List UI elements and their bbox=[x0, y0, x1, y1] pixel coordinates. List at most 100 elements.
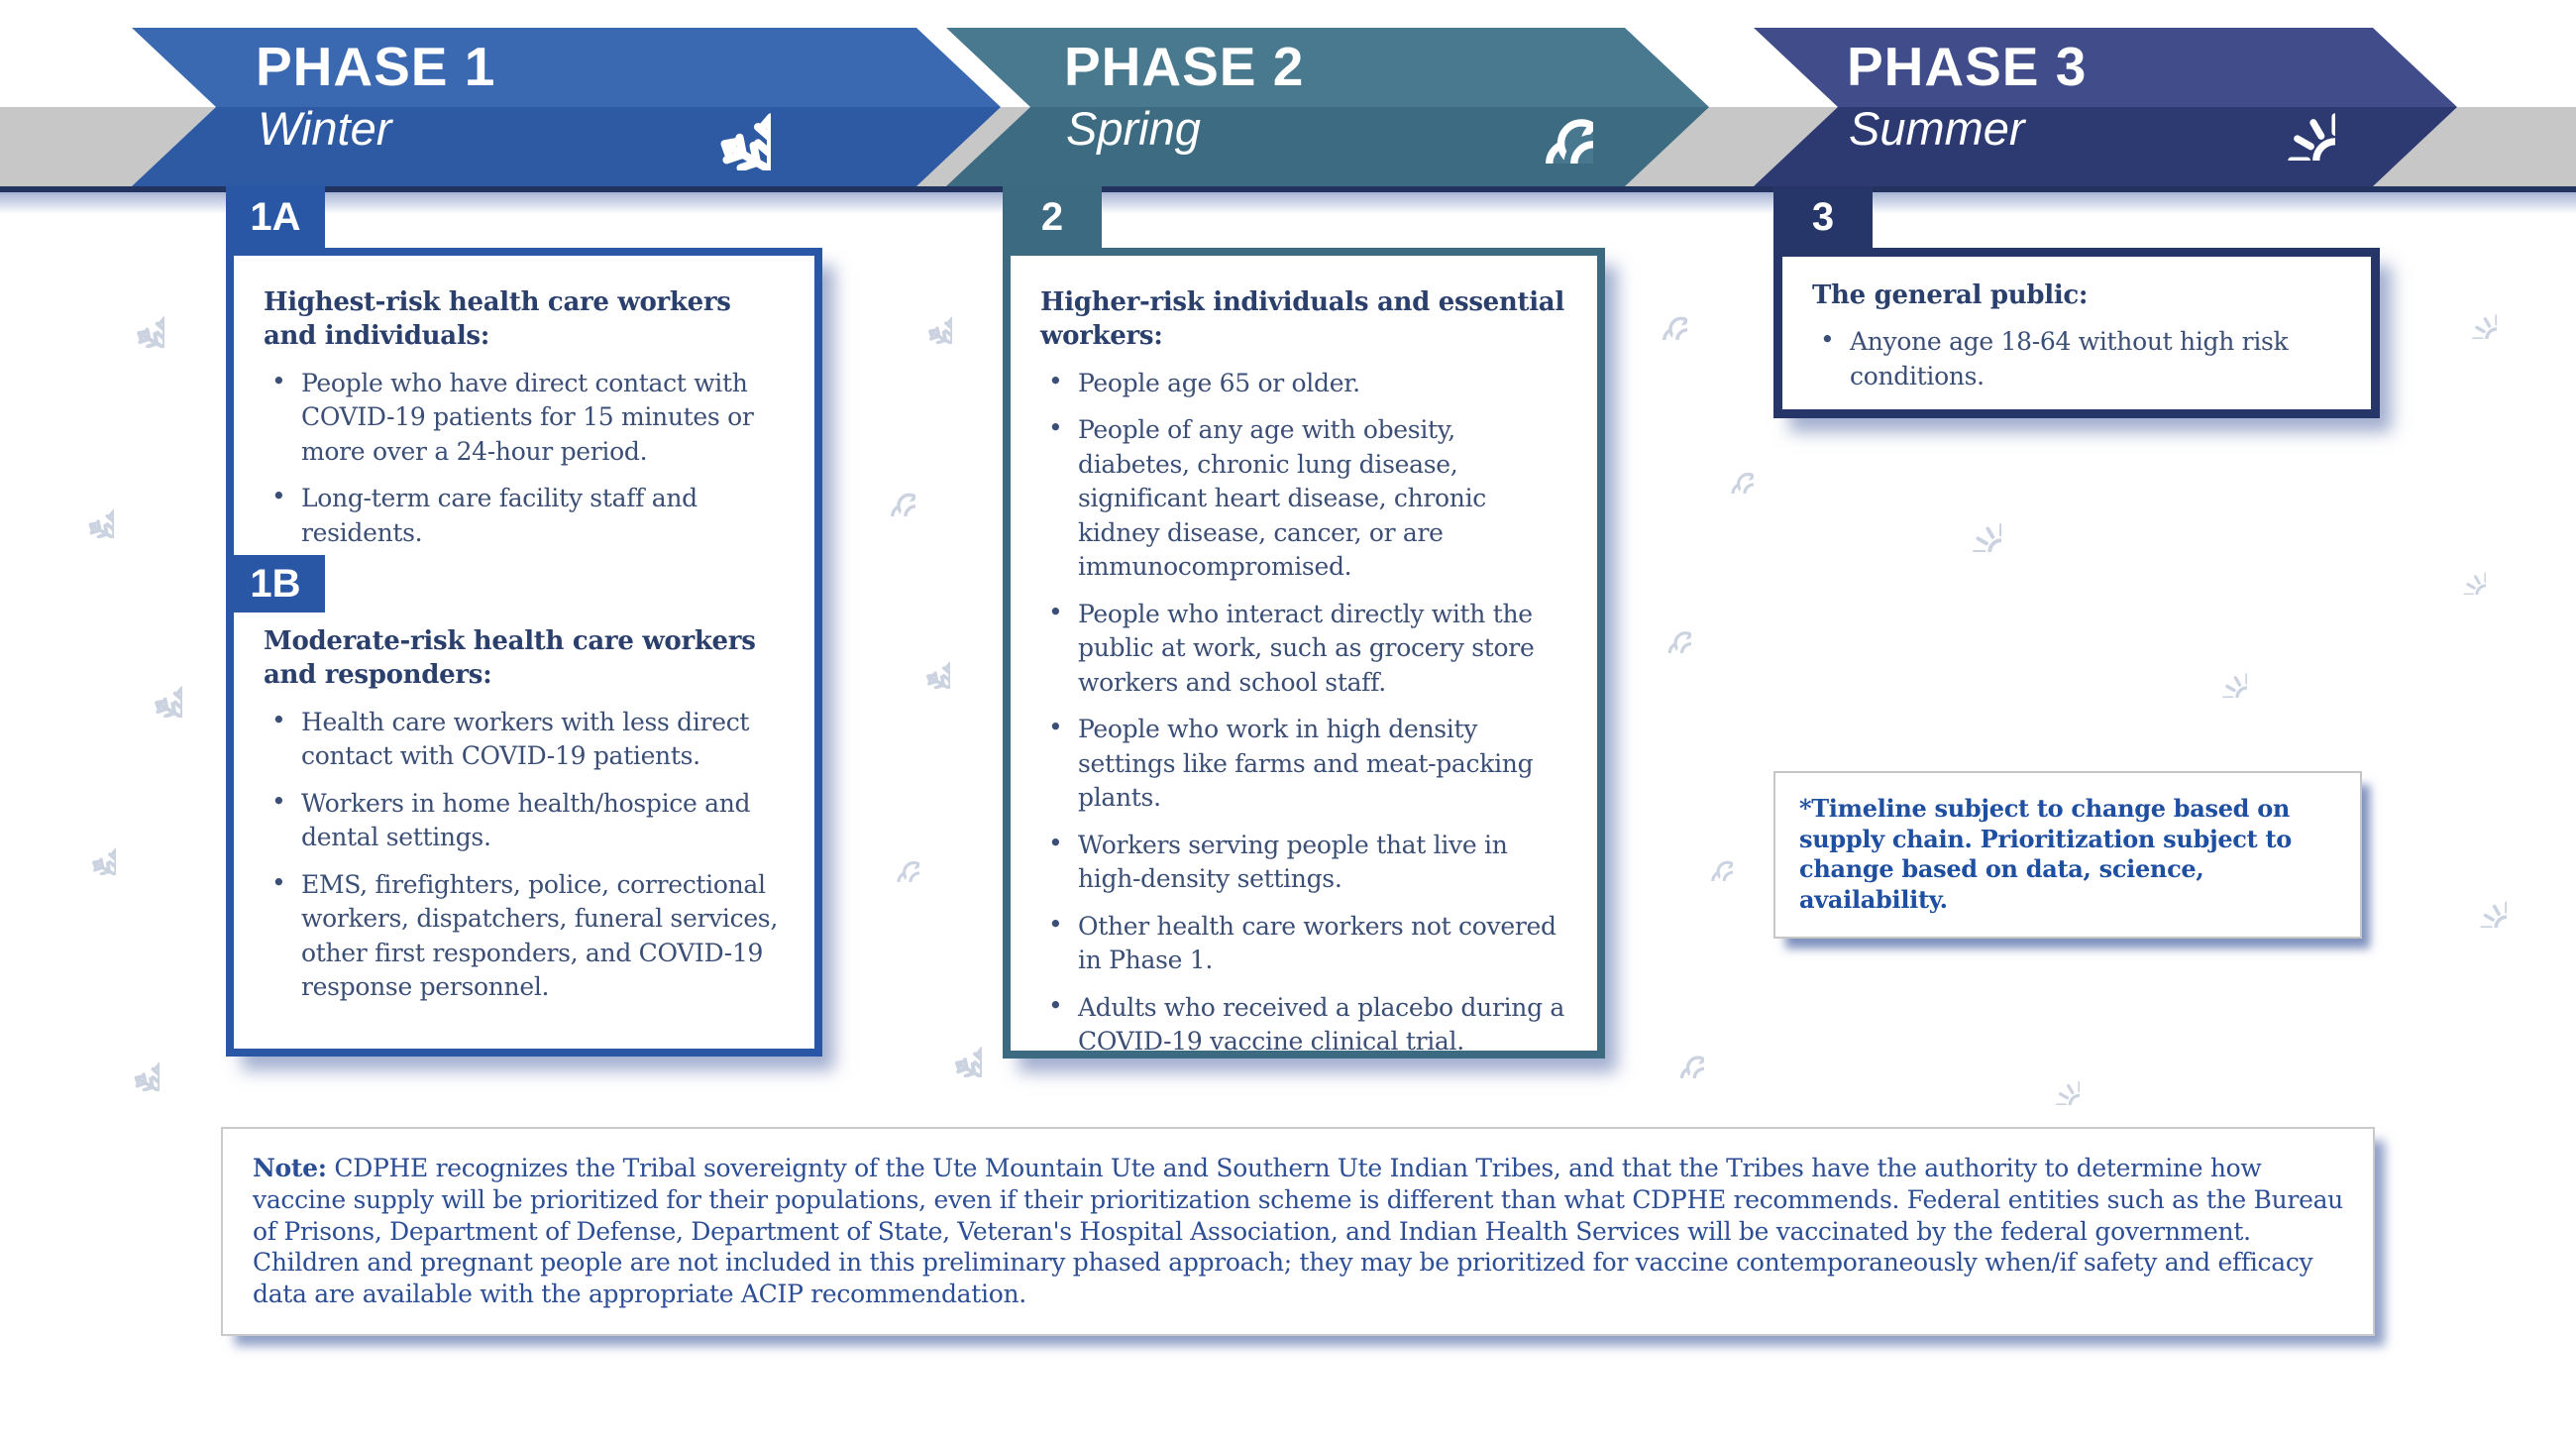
bullet-text: People who work in high density settings… bbox=[1078, 715, 1534, 813]
tab-2: 2 bbox=[1003, 186, 1102, 248]
bullet-item: • Workers in home health/hospice and dent… bbox=[264, 787, 791, 855]
bullet-text: Anyone age 18-64 without high risk condi… bbox=[1850, 327, 2289, 390]
bullet-text: People who have direct contact with COVI… bbox=[301, 368, 754, 466]
bullet-item: • People of any age with obesity, diabete… bbox=[1040, 413, 1573, 585]
bullet-dot: • bbox=[271, 482, 286, 511]
section-1a-bullets: • People who have direct contact with COV… bbox=[264, 367, 791, 551]
timeline-note-box: *Timeline subject to change based on sup… bbox=[1773, 771, 2362, 939]
timeline-rule-glow bbox=[0, 192, 2576, 214]
timeline-rule bbox=[0, 186, 2576, 192]
bullet-item: • Other health care workers not covered i… bbox=[1040, 910, 1573, 978]
bullet-text: Workers serving people that live in high… bbox=[1078, 830, 1508, 894]
phase-2-banner-top bbox=[946, 28, 1709, 107]
snowflake-icon bbox=[912, 1008, 982, 1077]
footnote-box: Note: CDPHE recognizes the Tribal sovere… bbox=[221, 1127, 2375, 1336]
section-1b: Moderate-risk health care workers and re… bbox=[264, 624, 791, 1018]
snowflake-icon bbox=[111, 646, 182, 718]
timeline-note-line: supply chain. Prioritization subject to bbox=[1799, 824, 2292, 853]
bullet-dot: • bbox=[1048, 597, 1063, 626]
timeline-note-line: change based on data, science, availabil… bbox=[1799, 854, 2204, 915]
tab-3: 3 bbox=[1773, 186, 1873, 248]
bullet-text: Long-term care facility staff and reside… bbox=[301, 484, 698, 547]
bullet-item: • Health care workers with less direct co… bbox=[264, 706, 791, 774]
flower-icon bbox=[1634, 596, 1691, 653]
bullet-text: EMS, firefighters, police, correctional … bbox=[301, 869, 778, 1002]
bullet-dot: • bbox=[271, 867, 286, 897]
section-3-bullets: • Anyone age 18-64 without high risk cond… bbox=[1812, 325, 2347, 393]
tab-1a: 1A bbox=[226, 186, 325, 248]
snowflake-icon bbox=[642, 42, 771, 170]
bullet-dot: • bbox=[1048, 366, 1063, 395]
tab-1b: 1B bbox=[226, 555, 325, 613]
snowflake-icon bbox=[54, 814, 116, 875]
section-3: The general public: • Anyone age 18-64 wi… bbox=[1812, 279, 2347, 406]
bullet-dot: • bbox=[1048, 713, 1063, 742]
phase-1-title: PHASE 1 bbox=[256, 36, 496, 97]
bullet-item: • Long-term care facility staff and resid… bbox=[264, 482, 791, 550]
flower-icon bbox=[1626, 279, 1687, 340]
bullet-item: • Anyone age 18-64 without high risk cond… bbox=[1812, 325, 2347, 393]
flower-icon bbox=[1476, 47, 1593, 164]
bullet-dot: • bbox=[1048, 990, 1063, 1020]
section-2-heading: Higher-risk individuals and essential wo… bbox=[1040, 287, 1564, 352]
bullet-item: • People age 65 or older. bbox=[1040, 367, 1573, 401]
snowflake-icon bbox=[889, 627, 950, 689]
bullet-item: • Workers serving people that live in hig… bbox=[1040, 829, 1573, 897]
timeline-note-line: *Timeline subject to change based on bbox=[1799, 794, 2291, 823]
snowflake-icon bbox=[49, 473, 114, 538]
bullet-text: People who interact directly with the pu… bbox=[1078, 599, 1535, 697]
phase-banners bbox=[132, 28, 2457, 186]
bullet-text: Health care workers with less direct con… bbox=[301, 707, 750, 771]
bullet-text: Workers in home health/hospice and denta… bbox=[301, 788, 751, 852]
bullet-dot: • bbox=[1048, 909, 1063, 939]
flower-icon bbox=[1645, 1019, 1704, 1078]
section-2-bullets: • People age 65 or older. • People of any … bbox=[1040, 367, 1573, 1059]
sun-icon bbox=[2432, 541, 2486, 595]
bullet-item: • People who work in high density setting… bbox=[1040, 713, 1573, 816]
bullet-text: Adults who received a placebo during a C… bbox=[1078, 992, 1565, 1057]
bullet-dot: • bbox=[1820, 325, 1835, 355]
snowflake-icon bbox=[94, 1026, 160, 1091]
section-1a: Highest-risk health care workers and ind… bbox=[264, 285, 791, 563]
bullet-dot: • bbox=[271, 705, 286, 734]
bullet-dot: • bbox=[1048, 413, 1063, 443]
flower-icon bbox=[1679, 828, 1733, 881]
snowflake-icon bbox=[891, 282, 952, 344]
phase-1-banner-top bbox=[132, 28, 1001, 107]
phase-1-box: Highest-risk health care workers and ind… bbox=[226, 248, 822, 1057]
bullet-text: People of any age with obesity, diabetes… bbox=[1078, 415, 1486, 582]
phase-1-banner-bottom bbox=[132, 107, 1001, 186]
bullet-dot: • bbox=[271, 366, 286, 395]
bullet-text: People age 65 or older. bbox=[1078, 368, 1360, 397]
section-1a-heading: Highest-risk health care workers and ind… bbox=[264, 287, 731, 352]
phase-2-title: PHASE 2 bbox=[1064, 36, 1305, 97]
flower-icon bbox=[864, 827, 919, 882]
section-1b-heading: Moderate-risk health care workers and re… bbox=[264, 626, 756, 691]
phase-3-title: PHASE 3 bbox=[1847, 36, 2088, 97]
section-1b-bullets: • Health care workers with less direct co… bbox=[264, 706, 791, 1005]
phase-3-season: Summer bbox=[1849, 102, 2025, 155]
footnote-label: Note: bbox=[253, 1154, 327, 1182]
section-3-heading: The general public: bbox=[1812, 280, 2089, 310]
bullet-item: • People who have direct contact with COV… bbox=[264, 367, 791, 470]
footnote-text: Note: CDPHE recognizes the Tribal sovere… bbox=[253, 1153, 2343, 1310]
sun-icon bbox=[2443, 864, 2507, 928]
flower-icon bbox=[1698, 438, 1754, 494]
sun-icon bbox=[2188, 638, 2247, 698]
phase-2-banner-bottom bbox=[946, 107, 1709, 186]
footnote-body: CDPHE recognizes the Tribal sovereignty … bbox=[253, 1154, 2343, 1308]
phase-2-box: Higher-risk individuals and essential wo… bbox=[1003, 248, 1605, 1059]
phase-3-box: The general public: • Anyone age 18-64 wi… bbox=[1773, 248, 2380, 418]
phase-2-season: Spring bbox=[1066, 102, 1201, 155]
bullet-item: • People who interact directly with the p… bbox=[1040, 598, 1573, 701]
phase-3-banner-bottom bbox=[1754, 107, 2457, 186]
bullet-dot: • bbox=[271, 786, 286, 816]
snowflake-icon bbox=[93, 277, 164, 348]
phase-1-season: Winter bbox=[258, 102, 392, 155]
phase-3-banner-top bbox=[1754, 28, 2457, 107]
bullet-item: • Adults who received a placebo during a … bbox=[1040, 991, 1573, 1059]
sun-icon bbox=[2437, 279, 2497, 339]
section-2: Higher-risk individuals and essential wo… bbox=[1040, 285, 1573, 1072]
bullet-dot: • bbox=[1048, 828, 1063, 857]
